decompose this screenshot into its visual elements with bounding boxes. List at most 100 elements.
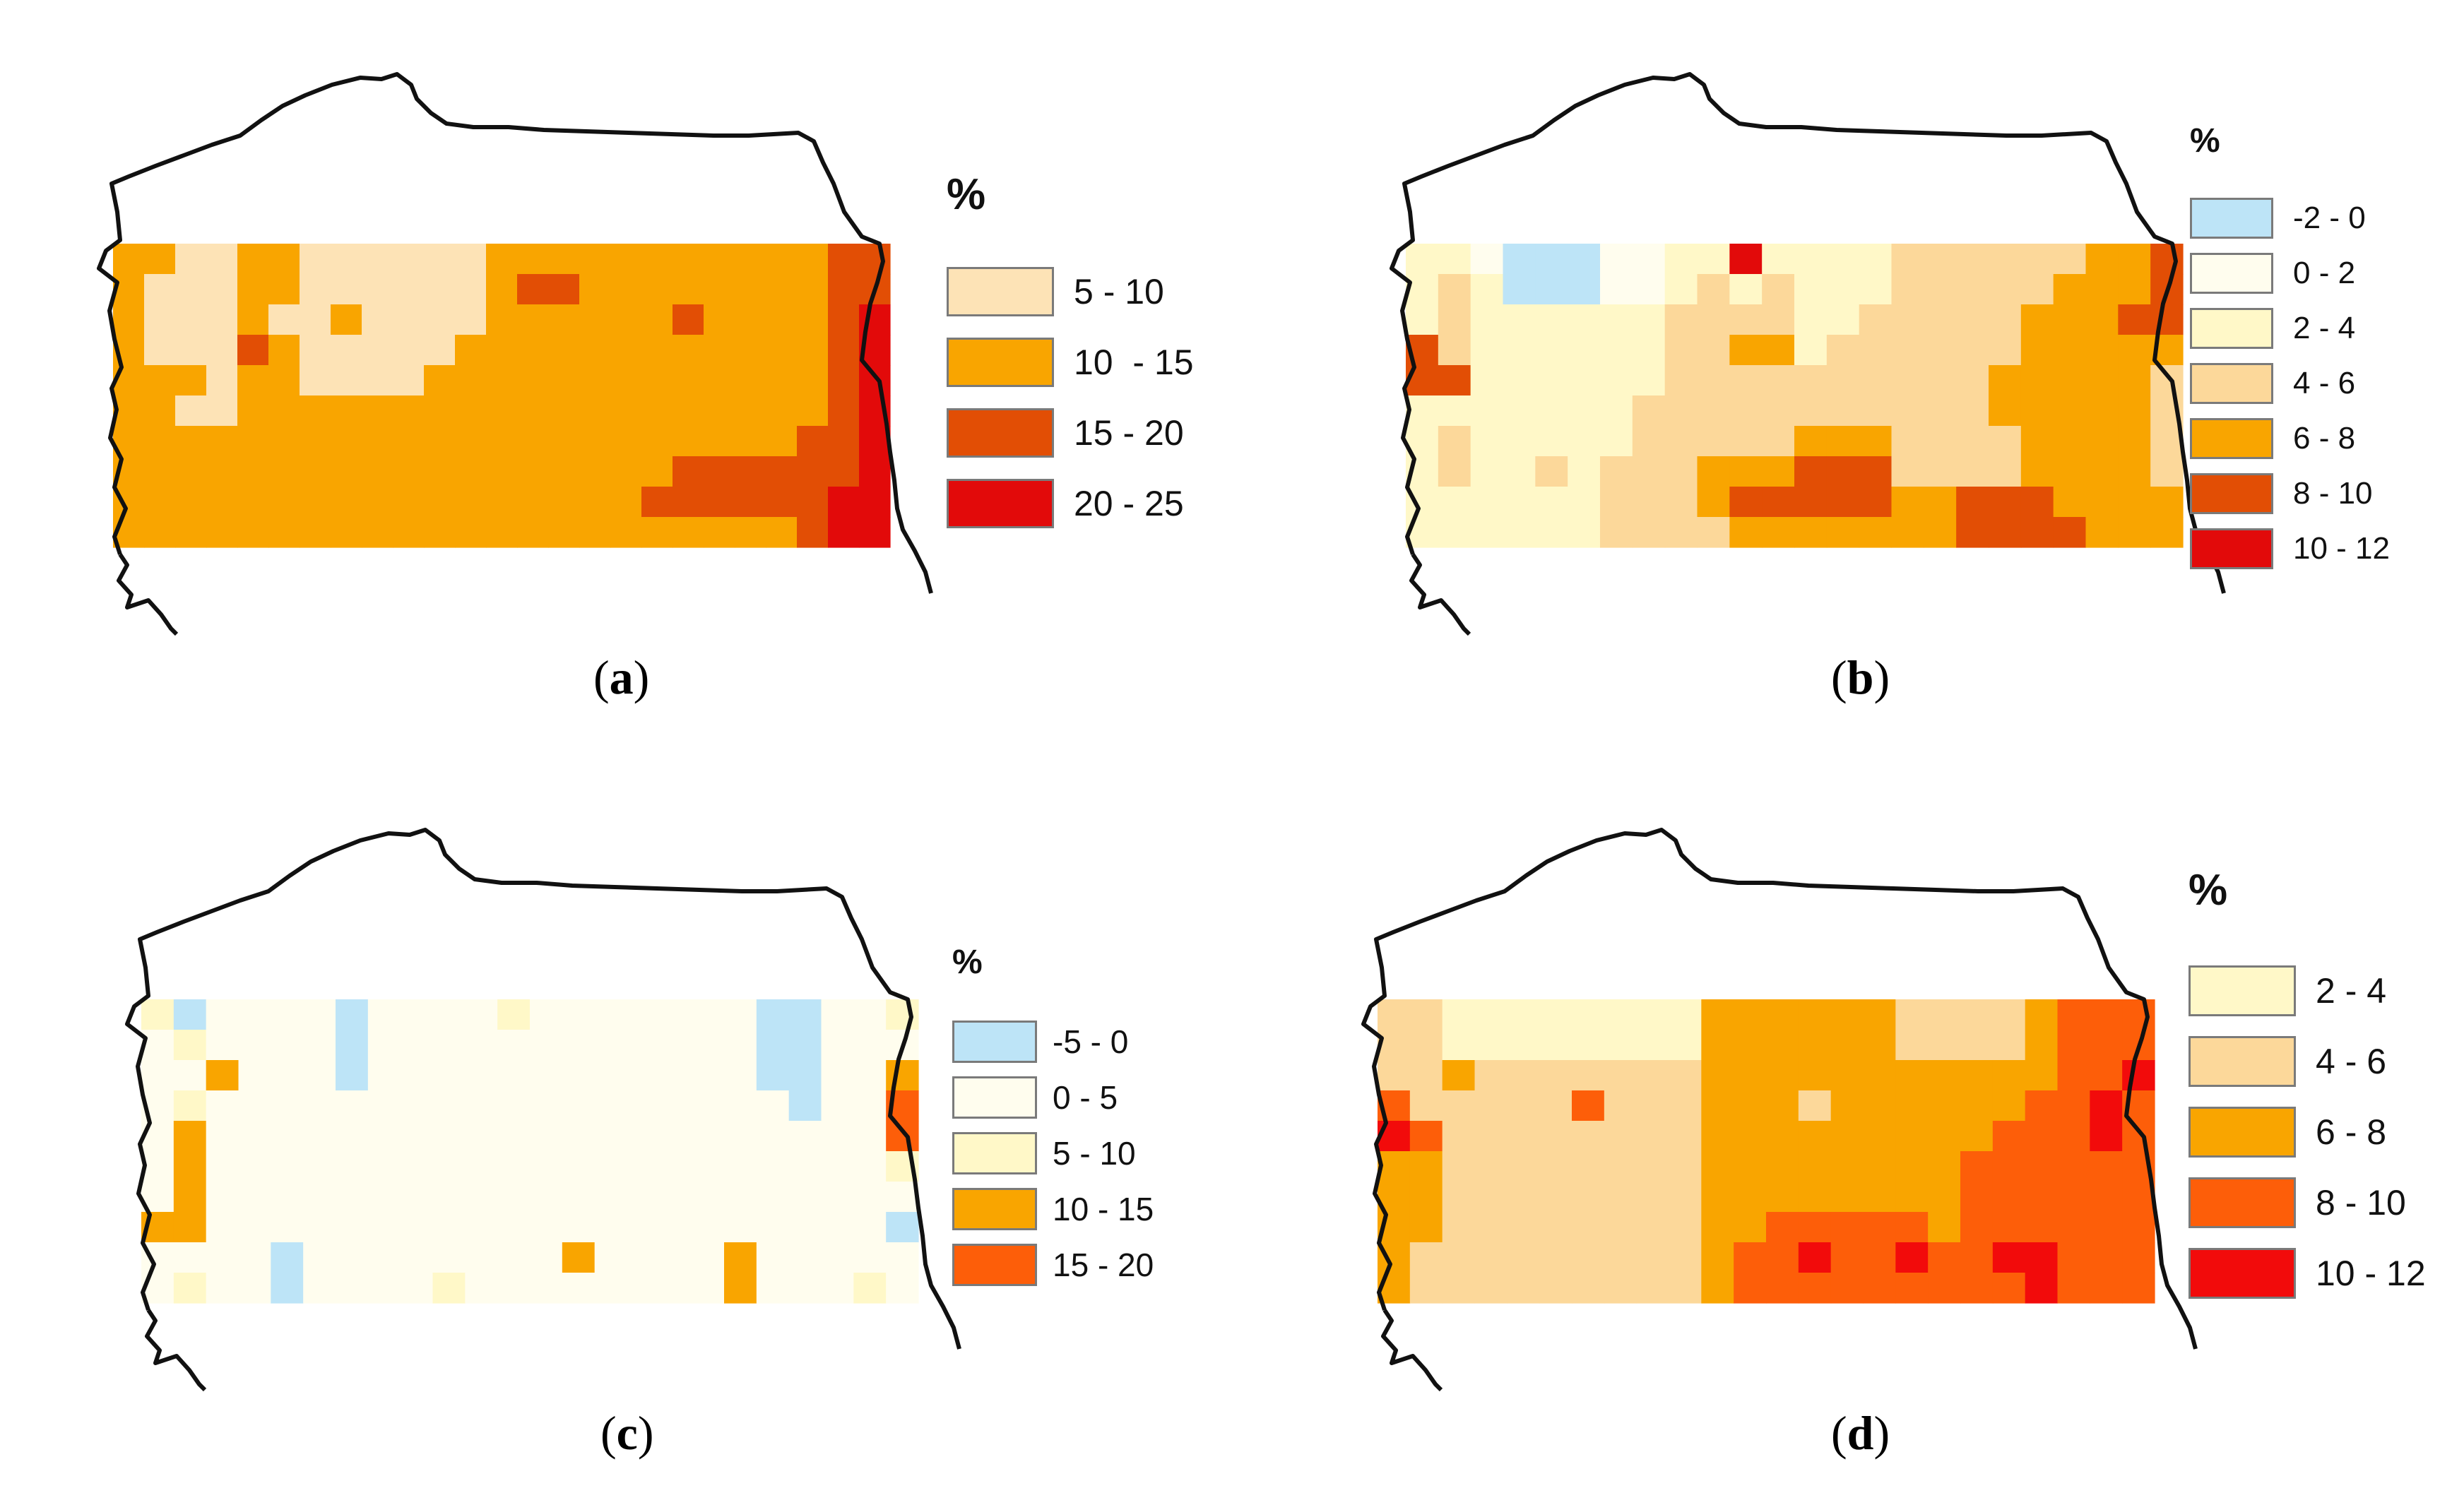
- grid-cell: [1960, 1182, 1994, 1213]
- grid-cell: [486, 335, 518, 366]
- grid-cell: [393, 304, 425, 335]
- grid-cell: [1438, 244, 1471, 275]
- grid-cell: [724, 1182, 757, 1213]
- grid-cell: [141, 1151, 174, 1182]
- legend-swatch: [2190, 253, 2273, 294]
- grid-cell: [1604, 1090, 1637, 1122]
- grid-cell: [735, 244, 766, 275]
- grid-cell: [1956, 517, 1989, 548]
- grid-cell: [594, 1060, 628, 1091]
- grid-cell: [1992, 1030, 2026, 1061]
- grid-cell: [1830, 1182, 1864, 1213]
- grid-cell: [206, 365, 238, 396]
- grid-cell: [432, 1121, 466, 1152]
- grid-cell: [1826, 365, 1860, 396]
- legend-swatch: [952, 1132, 1037, 1174]
- grid-cell: [1992, 1151, 2026, 1182]
- grid-cell: [1604, 999, 1637, 1030]
- grid-cell: [659, 1273, 692, 1304]
- grid-cell: [641, 244, 673, 275]
- grid-cell: [1636, 1273, 1670, 1304]
- grid-cell: [400, 1212, 434, 1243]
- grid-cell: [627, 1212, 660, 1243]
- grid-cell: [1664, 274, 1698, 305]
- grid-cell: [1701, 1151, 1734, 1182]
- grid-cell: [300, 335, 331, 366]
- grid-cell: [1826, 274, 1860, 305]
- grid-cell: [724, 1090, 757, 1122]
- grid-cell: [1826, 517, 1860, 548]
- legend-swatch: [2190, 528, 2273, 569]
- grid-cell: [271, 1090, 304, 1122]
- grid-cell: [400, 1242, 434, 1273]
- legend-label: 8 - 10: [2316, 1183, 2406, 1223]
- grid-cell: [1989, 365, 2022, 396]
- legend-item: 0 - 2: [2190, 253, 2355, 294]
- grid-cell: [756, 999, 790, 1030]
- grid-cell: [627, 1273, 660, 1304]
- grid-cell: [704, 456, 735, 487]
- grid-cell: [1762, 365, 1795, 396]
- grid-cell: [2053, 335, 2087, 366]
- grid-cell: [821, 1090, 854, 1122]
- grid-cell: [144, 274, 176, 305]
- grid-cell: [1924, 395, 1957, 427]
- grid-cell: [1766, 1121, 1799, 1152]
- grid-cell: [362, 395, 393, 427]
- grid-cell: [362, 365, 393, 396]
- grid-cell: [1859, 487, 1893, 518]
- legend-item: 6 - 8: [2190, 418, 2355, 459]
- grid-cell: [886, 1242, 919, 1273]
- legend-title-d: %: [2188, 866, 2228, 915]
- legend-item: 10 - 15: [952, 1188, 1154, 1230]
- grid-cell: [1960, 1151, 1994, 1182]
- grid-cell: [673, 335, 704, 366]
- legend-item: 20 - 25: [947, 479, 1184, 528]
- grid-cell: [1409, 1242, 1443, 1273]
- grid-cell: [517, 244, 549, 275]
- grid-cell: [1507, 999, 1540, 1030]
- grid-cell: [1474, 1212, 1508, 1243]
- grid-cell: [766, 487, 798, 518]
- grid-cell: [455, 395, 487, 427]
- legend-swatch: [2188, 1177, 2296, 1228]
- grid-cell: [175, 335, 207, 366]
- grid-cell: [704, 335, 735, 366]
- grid-cell: [206, 1273, 239, 1304]
- grid-cell: [1442, 1121, 1476, 1152]
- grid-cell: [641, 365, 673, 396]
- grid-cell: [237, 274, 269, 305]
- grid-cell: [1859, 304, 1893, 335]
- grid-cell: [362, 456, 393, 487]
- grid-cell: [144, 304, 176, 335]
- grid-cell: [1636, 1030, 1670, 1061]
- grid-cell: [2118, 426, 2151, 457]
- grid-cell: [886, 999, 919, 1030]
- grid-cell: [1992, 1090, 2026, 1122]
- grid-cell: [432, 1212, 466, 1243]
- grid-cell: [2118, 335, 2151, 366]
- grid-cell: [724, 1212, 757, 1243]
- grid-cell: [1474, 999, 1508, 1030]
- grid-cell: [465, 1090, 498, 1122]
- grid-cell: [1442, 1273, 1476, 1304]
- grid-cell: [424, 274, 456, 305]
- grid-cell: [1697, 365, 1730, 396]
- grid-cell: [1503, 517, 1536, 548]
- grid-cell: [1989, 456, 2022, 487]
- grid-cell: [1572, 1182, 1605, 1213]
- grid-cell: [1830, 1212, 1864, 1243]
- grid-cell: [821, 999, 854, 1030]
- grid-cell: [1863, 999, 1896, 1030]
- grid-cell: [2085, 304, 2119, 335]
- grid-cell: [627, 999, 660, 1030]
- grid-cell: [1830, 1273, 1864, 1304]
- grid-cell: [1928, 1030, 1961, 1061]
- panel-label-c: (c): [600, 1406, 654, 1460]
- grid-cell: [1438, 426, 1471, 457]
- grid-cell: [465, 1182, 498, 1213]
- grid-cell: [1697, 335, 1730, 366]
- legend-swatch: [952, 1188, 1037, 1230]
- grid-cell: [237, 395, 269, 427]
- grid-cell: [1572, 1090, 1605, 1122]
